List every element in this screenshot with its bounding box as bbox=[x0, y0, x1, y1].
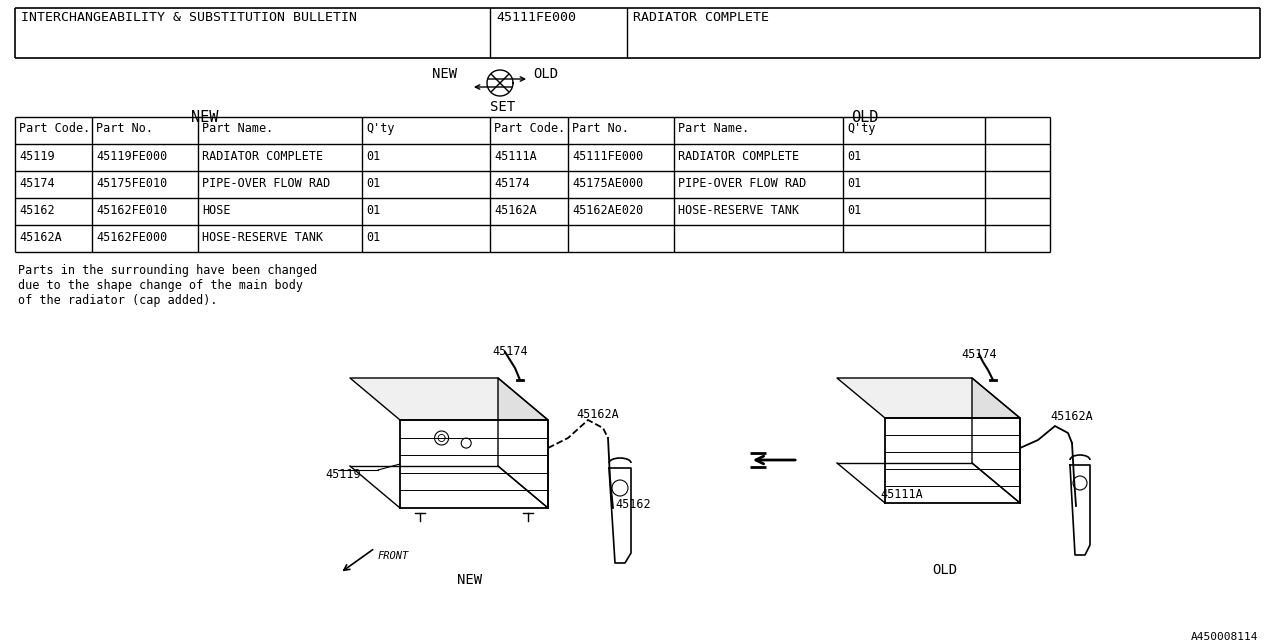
Text: PIPE-OVER FLOW RAD: PIPE-OVER FLOW RAD bbox=[678, 177, 806, 190]
Text: NEW: NEW bbox=[457, 573, 483, 587]
Text: Q'ty: Q'ty bbox=[847, 122, 876, 135]
Text: 45162A: 45162A bbox=[1050, 410, 1093, 423]
Polygon shape bbox=[349, 378, 548, 420]
Text: 45162AE020: 45162AE020 bbox=[572, 204, 644, 217]
Polygon shape bbox=[498, 378, 548, 508]
Text: SET: SET bbox=[490, 100, 515, 114]
Text: 01: 01 bbox=[847, 177, 861, 190]
Text: Part Code.: Part Code. bbox=[19, 122, 91, 135]
Text: OLD: OLD bbox=[932, 563, 957, 577]
Text: 45111A: 45111A bbox=[881, 488, 923, 501]
Text: RADIATOR COMPLETE: RADIATOR COMPLETE bbox=[634, 11, 769, 24]
Polygon shape bbox=[399, 420, 548, 508]
Polygon shape bbox=[884, 418, 1020, 503]
Text: FRONT: FRONT bbox=[378, 551, 410, 561]
Text: 45111FE000: 45111FE000 bbox=[497, 11, 576, 24]
Text: 45175AE000: 45175AE000 bbox=[572, 177, 644, 190]
Text: PIPE-OVER FLOW RAD: PIPE-OVER FLOW RAD bbox=[202, 177, 330, 190]
Text: 45162FE010: 45162FE010 bbox=[96, 204, 168, 217]
Text: Q'ty: Q'ty bbox=[366, 122, 394, 135]
Text: A450008114: A450008114 bbox=[1190, 632, 1258, 640]
Text: INTERCHANGEABILITY & SUBSTITUTION BULLETIN: INTERCHANGEABILITY & SUBSTITUTION BULLET… bbox=[20, 11, 357, 24]
Text: RADIATOR COMPLETE: RADIATOR COMPLETE bbox=[202, 150, 323, 163]
Text: 45162A: 45162A bbox=[576, 408, 618, 421]
Text: 45111FE000: 45111FE000 bbox=[572, 150, 644, 163]
Text: 45119: 45119 bbox=[19, 150, 55, 163]
Text: HOSE-RESERVE TANK: HOSE-RESERVE TANK bbox=[202, 231, 323, 244]
Text: Part Code.: Part Code. bbox=[494, 122, 566, 135]
Text: Parts in the surrounding have been changed
due to the shape change of the main b: Parts in the surrounding have been chang… bbox=[18, 264, 317, 307]
Text: 45111A: 45111A bbox=[494, 150, 536, 163]
Text: 01: 01 bbox=[366, 150, 380, 163]
Text: 45119FE000: 45119FE000 bbox=[96, 150, 168, 163]
Text: 45162: 45162 bbox=[614, 498, 650, 511]
Text: 45174: 45174 bbox=[494, 177, 530, 190]
Text: 45175FE010: 45175FE010 bbox=[96, 177, 168, 190]
Text: 01: 01 bbox=[847, 204, 861, 217]
Text: 01: 01 bbox=[847, 150, 861, 163]
Text: 45162A: 45162A bbox=[19, 231, 61, 244]
Text: 01: 01 bbox=[366, 204, 380, 217]
Text: Part No.: Part No. bbox=[572, 122, 628, 135]
Text: 01: 01 bbox=[366, 177, 380, 190]
Text: HOSE-RESERVE TANK: HOSE-RESERVE TANK bbox=[678, 204, 799, 217]
Text: 45174: 45174 bbox=[961, 348, 997, 361]
Text: 45162FE000: 45162FE000 bbox=[96, 231, 168, 244]
Text: RADIATOR COMPLETE: RADIATOR COMPLETE bbox=[678, 150, 799, 163]
Polygon shape bbox=[972, 378, 1020, 503]
Text: Part Name.: Part Name. bbox=[202, 122, 273, 135]
Text: NEW: NEW bbox=[433, 67, 457, 81]
Text: 45174: 45174 bbox=[19, 177, 55, 190]
Text: OLD: OLD bbox=[851, 110, 878, 125]
Text: 45162: 45162 bbox=[19, 204, 55, 217]
Text: 45174: 45174 bbox=[492, 345, 527, 358]
Text: OLD: OLD bbox=[532, 67, 558, 81]
Polygon shape bbox=[837, 378, 1020, 418]
Text: NEW: NEW bbox=[191, 110, 219, 125]
Text: 45162A: 45162A bbox=[494, 204, 536, 217]
Text: 01: 01 bbox=[366, 231, 380, 244]
Text: HOSE: HOSE bbox=[202, 204, 230, 217]
Text: 45119: 45119 bbox=[325, 468, 361, 481]
Text: Part No.: Part No. bbox=[96, 122, 154, 135]
Text: Part Name.: Part Name. bbox=[678, 122, 749, 135]
